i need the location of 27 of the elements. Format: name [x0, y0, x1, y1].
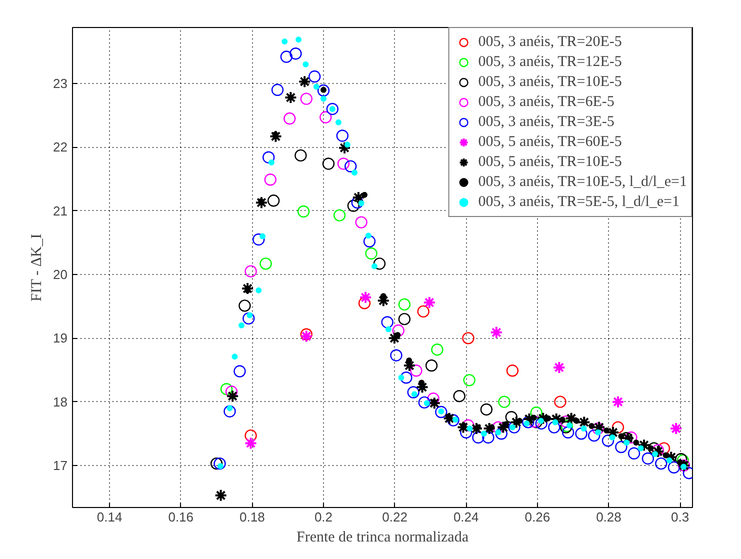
x-tick-label: 0.16	[168, 510, 194, 524]
legend-label: 005, 3 anéis, TR=6E-5	[478, 92, 614, 112]
legend-label: 005, 3 anéis, TR=12E-5	[478, 52, 622, 72]
y-tick-label: 17	[53, 458, 68, 473]
y-tick-label: 22	[53, 140, 68, 155]
y-tick-label: 20	[53, 267, 68, 282]
y-axis-title: FIT - ΔK_I	[29, 234, 46, 302]
x-tick-label: 0.26	[524, 510, 550, 524]
legend-label: 005, 3 anéis, TR=20E-5	[478, 32, 622, 52]
x-tick-label: 0.3	[670, 510, 690, 524]
legend-label: 005, 5 anéis, TR=60E-5	[478, 132, 622, 152]
legend-label: 005, 3 anéis, TR=10E-5, l_d/l_e=1	[478, 172, 687, 192]
x-tick-label: 0.18	[240, 510, 265, 524]
x-axis-title: Frente de trinca normalizada	[296, 530, 469, 546]
legend-label: 005, 3 anéis, TR=3E-5	[478, 112, 614, 132]
x-tick-label: 0.14	[96, 510, 122, 524]
x-tick-label: 0.22	[382, 510, 408, 524]
legend-label: 005, 3 anéis, TR=5E-5, l_d/l_e=1	[478, 192, 680, 212]
y-tick-label: 21	[53, 203, 68, 218]
y-tick-label: 18	[53, 394, 68, 410]
legend-label: 005, 5 anéis, TR=10E-5	[478, 152, 622, 172]
x-tick-label: 0.24	[453, 510, 479, 524]
x-tick-label: 0.28	[596, 510, 622, 524]
y-tick-label: 19	[53, 330, 68, 346]
legend-label: 005, 3 anéis, TR=10E-5	[478, 72, 622, 92]
y-tick-label: 23	[53, 76, 68, 92]
x-tick-label: 0.2	[314, 510, 333, 524]
